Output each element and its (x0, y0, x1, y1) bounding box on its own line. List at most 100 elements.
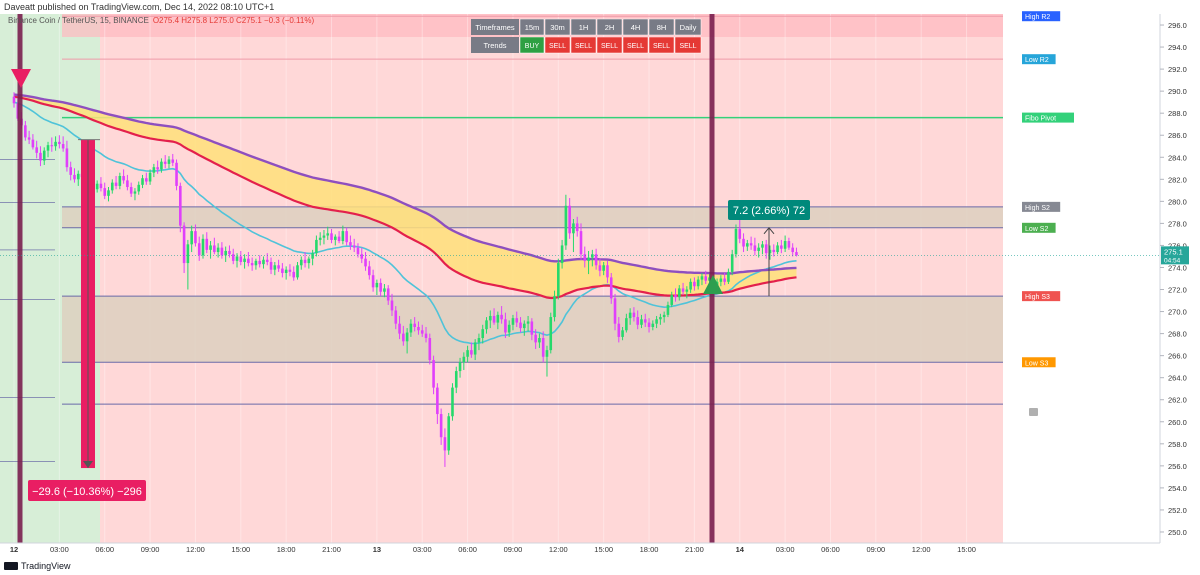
candle-body-148 (572, 223, 575, 234)
x-tick-label-17: 03:00 (776, 545, 795, 554)
candle-body-65 (258, 260, 261, 265)
candle-body-33 (137, 184, 141, 192)
candle-body-27 (114, 182, 118, 186)
candle-body-190 (730, 254, 734, 272)
candle-body-7 (39, 152, 42, 161)
candle-body-129 (500, 314, 503, 320)
candle-70 (277, 259, 280, 272)
buy-arrow-icon (703, 275, 723, 294)
candle-55 (220, 242, 224, 259)
x-tick-label-1: 03:00 (50, 545, 69, 554)
trend-cell-bg-5 (648, 36, 675, 54)
camera-icon (1029, 408, 1038, 416)
candle-body-74 (292, 271, 296, 278)
timeframe-cell-1: 30m (550, 23, 565, 32)
candle-body-128 (496, 314, 500, 323)
candle-170 (655, 315, 658, 329)
candle-73 (288, 264, 292, 277)
candle-body-38 (156, 167, 159, 170)
candle-body-142 (549, 317, 553, 351)
candle-143 (553, 290, 556, 322)
candle-121 (470, 342, 473, 358)
x-tick-label-6: 18:00 (277, 545, 296, 554)
candle-body-71 (281, 268, 284, 273)
candle-168 (647, 318, 651, 333)
candle-113 (439, 408, 443, 445)
candle-body-94 (368, 266, 371, 276)
candle-body-81 (318, 237, 322, 240)
candle-body-165 (636, 317, 639, 325)
candle-129 (500, 306, 503, 324)
candle-176 (677, 285, 681, 301)
candle-body-17 (76, 173, 80, 180)
candle-body-56 (224, 250, 227, 256)
symbol-line: Binance Coin / TetherUS, 15, BINANCE O275… (8, 16, 314, 25)
candle-body-203 (780, 245, 783, 249)
candle-37 (152, 163, 156, 178)
candle-68 (269, 257, 273, 275)
candle-85 (334, 234, 337, 246)
footer-brand: TradingView (4, 561, 71, 571)
candle-body-36 (148, 172, 152, 182)
x-tick-label-4: 12:00 (186, 545, 205, 554)
annotation-layer: −29.6 (−10.36%) −296 7.2 (2.66%) 72 High R… (11, 11, 1074, 543)
candle-84 (330, 228, 333, 244)
price-chart[interactable]: −29.6 (−10.36%) −296 7.2 (2.66%) 72 High R… (0, 0, 1200, 560)
candle-body-107 (417, 326, 420, 331)
candle-body-64 (254, 260, 258, 266)
pivot-label-text-4: Low S2 (1025, 226, 1048, 233)
candle-body-137 (530, 321, 534, 335)
candle-body-144 (557, 263, 560, 297)
candle-body-194 (746, 243, 749, 247)
x-tick-label-19: 09:00 (866, 545, 885, 554)
candle-body-169 (651, 323, 655, 327)
candle-44 (179, 182, 182, 233)
current-price-label: 275.1 (1164, 247, 1183, 256)
candle-180 (693, 277, 696, 291)
candle-191 (734, 224, 738, 258)
candle-body-59 (235, 256, 239, 261)
pivot-label-3: High S2 (1022, 201, 1061, 212)
timeframe-cell-bg-4 (622, 18, 649, 36)
candle-body-182 (700, 276, 704, 280)
candle-body-124 (481, 329, 485, 339)
candle-body-95 (371, 275, 375, 288)
candle-56 (224, 246, 227, 262)
candle-206 (791, 243, 794, 257)
candle-body-126 (488, 315, 492, 321)
candle-body-11 (54, 141, 57, 147)
candle-122 (473, 339, 477, 361)
candle-3 (24, 120, 27, 141)
candle-body-42 (171, 159, 175, 163)
candle-108 (420, 324, 424, 337)
measure-down-label-bg (28, 480, 146, 501)
candle-181 (696, 276, 700, 290)
x-tick-label-7: 21:00 (322, 545, 341, 554)
candle-189 (727, 268, 730, 285)
candle-83 (326, 226, 330, 240)
candle-28 (118, 172, 122, 190)
pivot-label-bg-5 (1022, 291, 1061, 302)
candle-49 (197, 236, 201, 261)
ema-cloud (14, 94, 797, 298)
candle-27 (114, 176, 118, 190)
candle-116 (451, 383, 454, 421)
candle-body-197 (757, 247, 760, 251)
candle-33 (137, 181, 141, 195)
candle-body-0 (12, 96, 16, 104)
candle-76 (299, 256, 303, 270)
candle-body-149 (575, 223, 579, 232)
timeframe-cell-bg-6 (674, 18, 702, 36)
candle-128 (496, 311, 500, 330)
candle-175 (674, 288, 677, 302)
candle-131 (507, 320, 511, 337)
candle-97 (379, 278, 382, 297)
candle-body-110 (428, 338, 432, 361)
x-tick-label-18: 06:00 (821, 545, 840, 554)
trend-cell-5: SELL (653, 43, 670, 50)
candle-body-26 (110, 182, 114, 191)
candle-24 (103, 182, 107, 200)
candle-body-75 (296, 265, 299, 278)
candle-body-14 (65, 148, 69, 168)
candle-106 (413, 317, 416, 332)
